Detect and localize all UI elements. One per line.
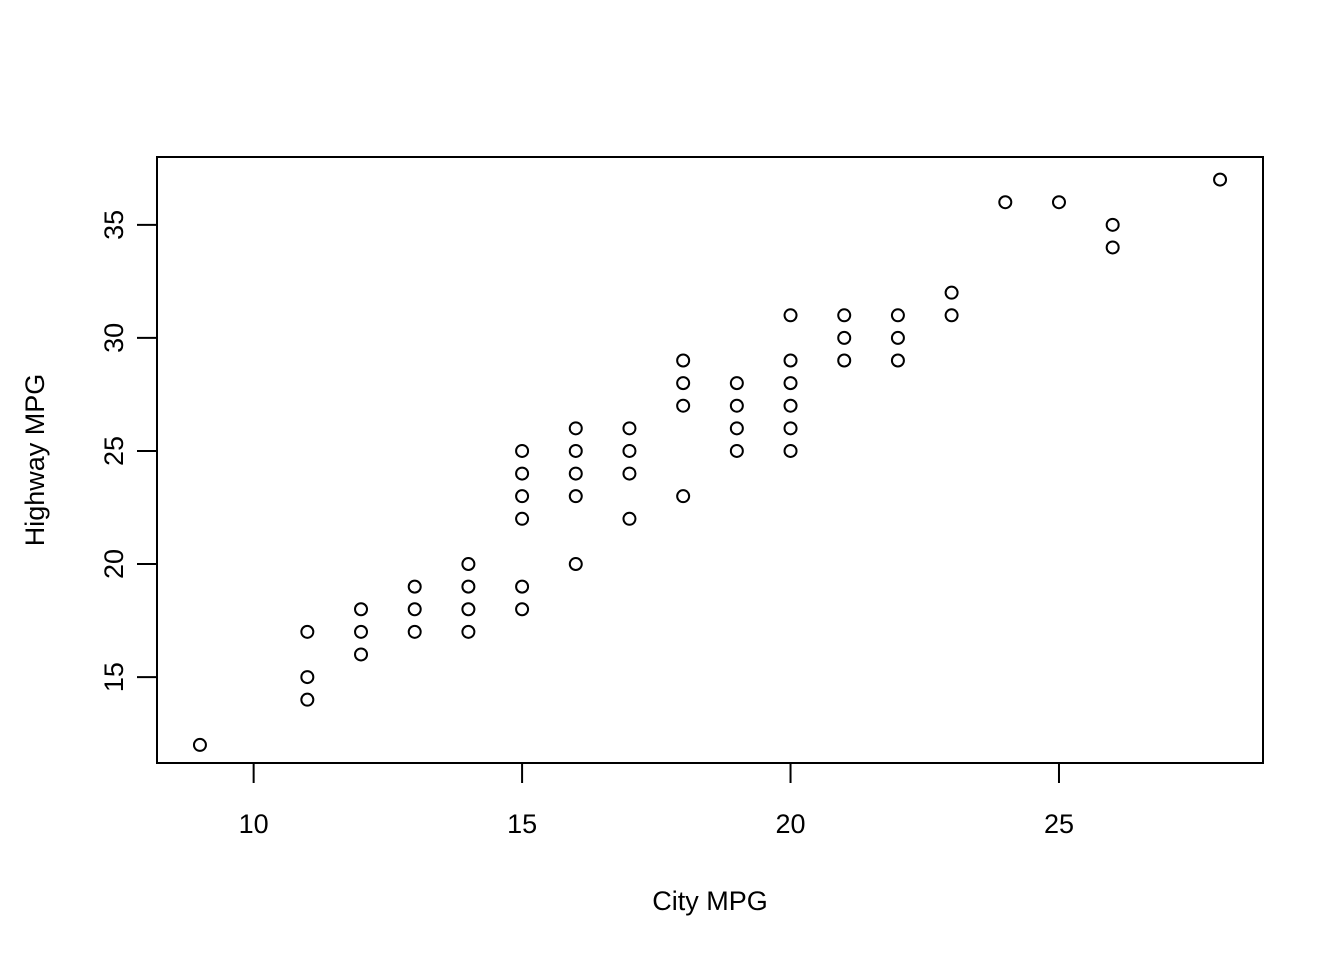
- data-point: [515, 602, 530, 617]
- data-point: [622, 511, 637, 526]
- data-point: [1051, 195, 1066, 210]
- data-point: [783, 421, 798, 436]
- x-tick-label: 10: [239, 809, 269, 839]
- data-point: [407, 624, 422, 639]
- data-point: [944, 308, 959, 323]
- plot-frame: [156, 156, 1264, 764]
- data-point: [622, 421, 637, 436]
- data-point: [461, 624, 476, 639]
- data-point: [568, 421, 583, 436]
- y-axis-label: Highway MPG: [20, 374, 50, 547]
- data-point: [837, 308, 852, 323]
- data-point: [354, 602, 369, 617]
- data-point: [783, 353, 798, 368]
- data-point: [354, 624, 369, 639]
- data-point: [515, 443, 530, 458]
- data-point: [515, 511, 530, 526]
- data-point: [1213, 172, 1228, 187]
- data-point: [729, 398, 744, 413]
- data-point: [461, 602, 476, 617]
- data-point: [461, 579, 476, 594]
- data-point: [192, 737, 207, 752]
- data-point: [515, 489, 530, 504]
- y-tick-label: 25: [99, 436, 129, 466]
- data-point: [568, 489, 583, 504]
- data-point: [568, 443, 583, 458]
- data-point: [676, 398, 691, 413]
- data-point: [729, 421, 744, 436]
- x-axis-label: City MPG: [652, 886, 768, 916]
- data-point: [515, 466, 530, 481]
- data-point: [300, 624, 315, 639]
- y-tick-label: 15: [99, 662, 129, 692]
- data-point: [890, 308, 905, 323]
- x-tick-label: 25: [1044, 809, 1074, 839]
- data-point: [998, 195, 1013, 210]
- data-point: [890, 353, 905, 368]
- data-point: [837, 330, 852, 345]
- y-tick-label: 35: [99, 210, 129, 240]
- y-tick-label: 30: [99, 323, 129, 353]
- data-point: [407, 579, 422, 594]
- data-point: [622, 466, 637, 481]
- data-point: [783, 398, 798, 413]
- points-layer: [192, 172, 1228, 752]
- data-point: [622, 443, 637, 458]
- data-point: [676, 353, 691, 368]
- data-point: [944, 285, 959, 300]
- data-point: [783, 443, 798, 458]
- y-tick-label: 20: [99, 549, 129, 579]
- x-tick-label: 15: [507, 809, 537, 839]
- data-point: [407, 602, 422, 617]
- data-point: [783, 376, 798, 391]
- data-point: [300, 692, 315, 707]
- data-point: [515, 579, 530, 594]
- data-point: [568, 557, 583, 572]
- x-axis: 10 15 20 25: [239, 762, 1074, 839]
- y-axis: 15 20 25 30 35: [99, 210, 158, 692]
- x-tick-label: 20: [776, 809, 806, 839]
- data-point: [300, 670, 315, 685]
- data-point: [1105, 217, 1120, 232]
- data-point: [729, 376, 744, 391]
- data-point: [676, 489, 691, 504]
- data-point: [1105, 240, 1120, 255]
- data-point: [890, 330, 905, 345]
- data-point: [783, 308, 798, 323]
- data-point: [461, 557, 476, 572]
- data-point: [676, 376, 691, 391]
- data-point: [568, 466, 583, 481]
- data-point: [837, 353, 852, 368]
- data-point: [729, 443, 744, 458]
- data-point: [354, 647, 369, 662]
